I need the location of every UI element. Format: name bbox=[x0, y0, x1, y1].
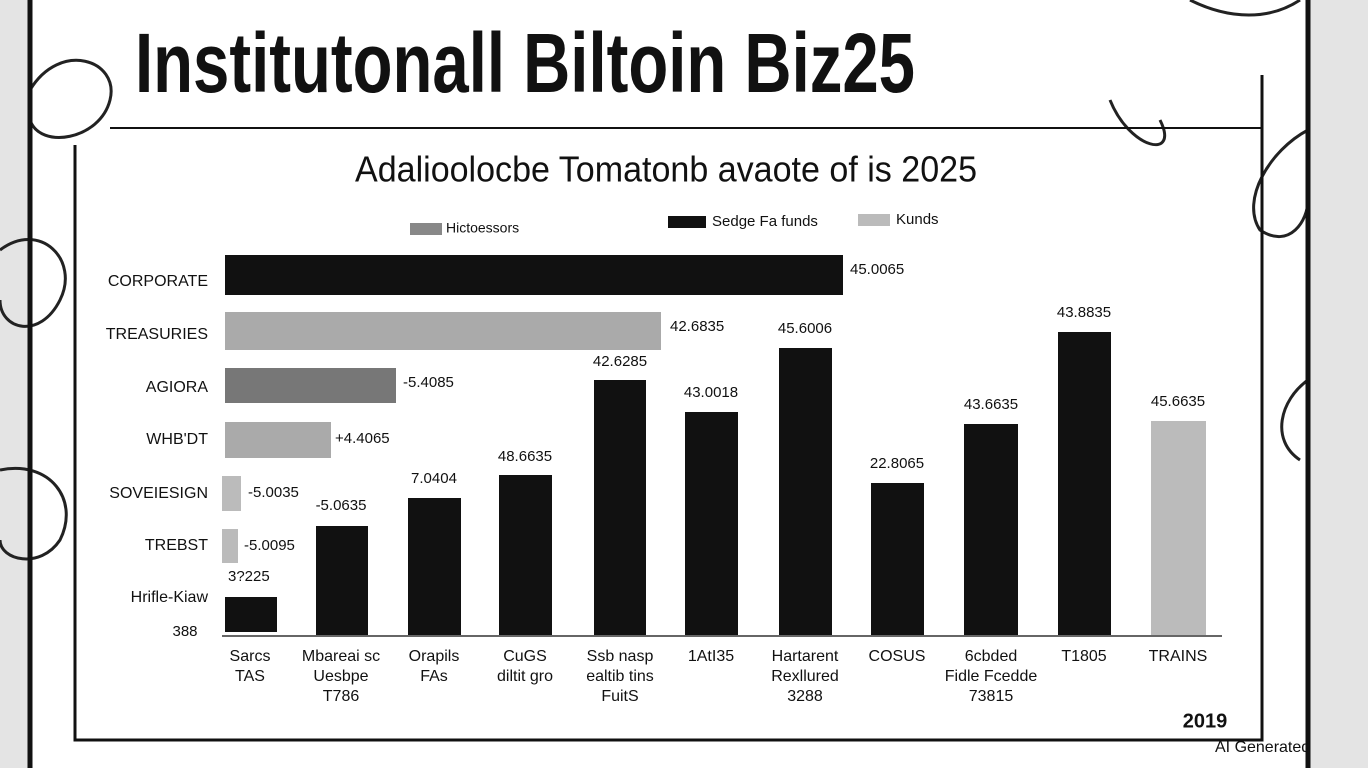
row-label: WHB'DT bbox=[146, 431, 208, 448]
bar bbox=[225, 255, 843, 295]
column-label: Uesbpe bbox=[313, 668, 368, 685]
bar-label: 22.8065 bbox=[870, 455, 924, 472]
column-label: COSUS bbox=[869, 648, 926, 665]
bar bbox=[594, 380, 646, 635]
bar bbox=[964, 424, 1018, 635]
legend-swatch bbox=[668, 216, 706, 228]
bar bbox=[1058, 332, 1111, 635]
doodle bbox=[28, 59, 113, 139]
bar bbox=[499, 475, 552, 635]
bar-label: 43.6635 bbox=[964, 396, 1018, 413]
legend-label: Kunds bbox=[896, 211, 939, 228]
column-label: T1805 bbox=[1061, 648, 1106, 665]
doodle bbox=[1189, 0, 1301, 17]
badge: 2019 bbox=[1183, 710, 1228, 732]
bar-label: 48.6635 bbox=[498, 448, 552, 465]
doodle bbox=[1280, 378, 1309, 462]
bar-label: 45.6635 bbox=[1151, 393, 1205, 410]
bar bbox=[408, 498, 461, 635]
bar bbox=[316, 526, 368, 635]
column-label: TAS bbox=[235, 668, 265, 685]
legend-label: Hictoessors bbox=[446, 220, 519, 236]
row-label: TREBST bbox=[145, 537, 208, 554]
bar-label: +4.4065 bbox=[335, 430, 390, 447]
row-label: AGIORA bbox=[146, 379, 209, 396]
column-label: Mbareai sc bbox=[302, 648, 380, 665]
title: Institutonall Biltoin Biz25 bbox=[135, 16, 915, 110]
bar bbox=[779, 348, 832, 635]
column-label: T786 bbox=[323, 688, 360, 705]
bar-label: -5.4085 bbox=[403, 374, 454, 391]
column-label: FuitS bbox=[601, 688, 638, 705]
bar bbox=[1151, 421, 1206, 635]
doodle bbox=[1108, 99, 1167, 147]
column-label: Rexllured bbox=[771, 668, 839, 685]
bar-label: 43.8835 bbox=[1057, 304, 1111, 321]
column-label: ealtib tins bbox=[586, 668, 654, 685]
row-label: CORPORATE bbox=[108, 273, 208, 290]
legend-swatch bbox=[410, 223, 442, 235]
chart-frame bbox=[73, 75, 1264, 742]
row-label: SOVEIESIGN bbox=[109, 485, 208, 502]
column-label: 3288 bbox=[787, 688, 823, 705]
bar bbox=[222, 529, 238, 563]
bar-label: 43.0018 bbox=[684, 384, 738, 401]
bar-label: 45.0065 bbox=[850, 261, 904, 278]
bar-label: 45.6006 bbox=[778, 320, 832, 337]
subtitle: Adalioolocbe Tomatonb avaote of is 2025 bbox=[355, 149, 977, 190]
bar-label: 7.0404 bbox=[411, 470, 457, 487]
column-label: TRAINS bbox=[1149, 648, 1208, 665]
bar-label: 42.6835 bbox=[670, 318, 724, 335]
column-label: FAs bbox=[420, 668, 448, 685]
bar-label: -5.0095 bbox=[244, 537, 295, 554]
doodle bbox=[0, 467, 68, 561]
column-label: 73815 bbox=[969, 688, 1014, 705]
column-label: diltit gro bbox=[497, 668, 553, 685]
bar bbox=[871, 483, 924, 635]
bar bbox=[685, 412, 738, 635]
bar-label: 3?225 bbox=[228, 568, 270, 585]
right-doodle-strip bbox=[1308, 0, 1368, 768]
row-label: Hrifle-Kiaw bbox=[131, 589, 209, 606]
axis-note: 388 bbox=[172, 623, 197, 640]
column-label: Fidle Fcedde bbox=[945, 668, 1038, 685]
column-label: 6cbded bbox=[965, 648, 1018, 665]
left-doodle-strip bbox=[0, 0, 30, 768]
column-label: Orapils bbox=[409, 648, 460, 665]
legend-label: Sedge Fa funds bbox=[712, 213, 818, 230]
column-label: Sarcs bbox=[230, 648, 271, 665]
bar bbox=[225, 422, 331, 458]
doodle bbox=[1252, 128, 1310, 238]
bar bbox=[222, 476, 241, 511]
bar bbox=[225, 312, 661, 350]
watermark: AI Generated bbox=[1215, 739, 1310, 756]
bar-label: -5.0635 bbox=[316, 497, 367, 514]
bar bbox=[225, 368, 396, 403]
bar-label: -5.0035 bbox=[248, 484, 299, 501]
bar bbox=[225, 597, 277, 632]
column-label: 1AtI35 bbox=[688, 648, 734, 665]
legend-swatch bbox=[858, 214, 890, 226]
bar-label: 42.6285 bbox=[593, 353, 647, 370]
column-label: Ssb nasp bbox=[587, 648, 654, 665]
column-label: Hartarent bbox=[772, 648, 839, 665]
row-label: TREASURIES bbox=[106, 326, 208, 343]
column-label: CuGS bbox=[503, 648, 547, 665]
